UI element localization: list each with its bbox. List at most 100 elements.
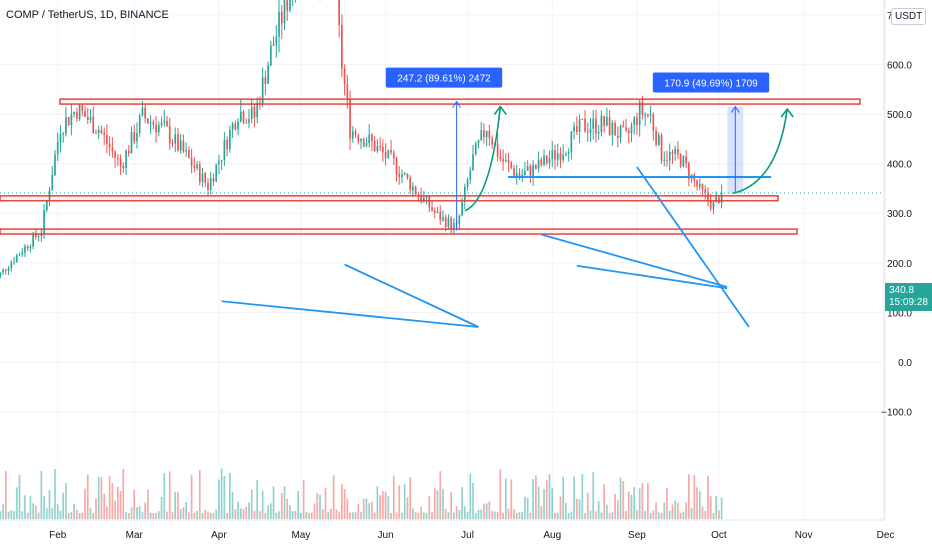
currency-badge[interactable]: USDT bbox=[891, 8, 927, 25]
candle-body bbox=[141, 107, 144, 116]
volume-bar bbox=[420, 506, 422, 519]
volume-bar bbox=[144, 502, 147, 519]
volume-bar bbox=[0, 511, 2, 519]
volume-bar bbox=[48, 489, 51, 519]
candle-body bbox=[78, 104, 81, 119]
time-tick-label: Jul bbox=[461, 530, 474, 541]
price-tick-label: −100.0 bbox=[881, 408, 912, 419]
time-axis[interactable]: Feb Mar Apr May Jun Jul Aug Sep Oct Nov Dec bbox=[49, 530, 894, 541]
volume-bar bbox=[365, 498, 368, 519]
volume-bar bbox=[688, 474, 690, 519]
candle-body bbox=[515, 173, 518, 176]
candle-body bbox=[502, 159, 504, 162]
candle-body bbox=[127, 150, 130, 154]
volume-bar bbox=[548, 474, 551, 519]
measure-arrow-head bbox=[730, 105, 740, 113]
candle-body bbox=[674, 148, 677, 154]
volume-bar bbox=[439, 471, 442, 519]
candle-body bbox=[84, 111, 86, 117]
volume-bar bbox=[92, 512, 95, 519]
volume-bar bbox=[379, 495, 381, 519]
volume-bar bbox=[250, 489, 253, 519]
volume-bar bbox=[690, 507, 693, 519]
volume-bar bbox=[535, 475, 537, 519]
price-tick-label: 600.0 bbox=[887, 60, 912, 71]
candle-body bbox=[584, 118, 586, 132]
volume-bar bbox=[62, 492, 65, 519]
volume-bar bbox=[267, 505, 269, 519]
volume-bar bbox=[545, 480, 548, 519]
candle-body bbox=[152, 122, 155, 125]
volume-bar bbox=[433, 488, 436, 519]
candle-body bbox=[70, 114, 73, 126]
volume-bar bbox=[373, 512, 376, 519]
volume-bar bbox=[332, 475, 335, 519]
candle-body bbox=[267, 65, 269, 84]
volume-bar bbox=[73, 503, 75, 519]
candle-body bbox=[649, 114, 652, 116]
volume-bar bbox=[362, 498, 365, 519]
candle-body bbox=[144, 107, 147, 119]
candle-body bbox=[97, 130, 100, 134]
candle-body bbox=[95, 132, 97, 134]
volume-bar bbox=[185, 501, 187, 519]
candle-body bbox=[595, 118, 597, 134]
candle-body bbox=[171, 143, 174, 145]
volume-bar bbox=[168, 471, 171, 519]
volume-bar bbox=[657, 512, 660, 519]
volume-bar bbox=[491, 510, 493, 519]
candle-body bbox=[76, 112, 78, 119]
candle-body bbox=[704, 189, 707, 193]
time-tick-label: Apr bbox=[211, 530, 227, 541]
price-candles bbox=[0, 0, 723, 279]
price-tick-label: 200.0 bbox=[887, 259, 912, 270]
candle-body bbox=[406, 173, 409, 178]
volume-bar bbox=[297, 490, 300, 519]
candle-body bbox=[379, 146, 381, 148]
candle-body bbox=[417, 194, 420, 196]
candle-body bbox=[166, 120, 168, 127]
volume-bar bbox=[341, 484, 343, 519]
candle-body bbox=[204, 173, 207, 183]
candle-body bbox=[616, 135, 619, 138]
candle-body bbox=[431, 207, 433, 211]
candle-body bbox=[627, 130, 630, 134]
candle-body bbox=[18, 254, 21, 256]
measure-arrow-head bbox=[452, 100, 462, 108]
volume-bar bbox=[584, 512, 586, 519]
volume-bar bbox=[409, 477, 412, 519]
volume-bar bbox=[179, 508, 182, 519]
candle-body bbox=[679, 154, 682, 167]
volume-bar bbox=[502, 512, 504, 519]
candle-body bbox=[701, 183, 704, 190]
candle-body bbox=[504, 159, 507, 162]
candle-body bbox=[606, 117, 608, 126]
volume-bar bbox=[466, 512, 469, 519]
candle-body bbox=[168, 126, 171, 144]
volume-bar bbox=[35, 505, 37, 519]
candle-body bbox=[280, 11, 283, 24]
candle-body bbox=[138, 115, 141, 133]
volume-bar bbox=[272, 486, 275, 519]
volume-bar bbox=[32, 503, 34, 519]
candle-body bbox=[592, 118, 595, 129]
candle-body bbox=[545, 155, 548, 164]
volume-bar bbox=[346, 498, 349, 519]
candle-body bbox=[272, 44, 275, 46]
candle-body bbox=[472, 154, 474, 171]
candle-body bbox=[182, 140, 185, 152]
candle-body bbox=[103, 132, 106, 135]
candle-body bbox=[368, 134, 371, 143]
candle-body bbox=[575, 126, 578, 133]
candle-body bbox=[436, 211, 439, 213]
volume-bar bbox=[633, 487, 636, 519]
resistance-zone bbox=[0, 195, 779, 202]
candle-body bbox=[130, 132, 133, 154]
candle-body bbox=[630, 125, 633, 134]
candle-body bbox=[442, 216, 444, 221]
candle-body bbox=[136, 132, 138, 142]
projection-arrow bbox=[732, 108, 789, 195]
candle-body bbox=[67, 117, 70, 126]
candle-body bbox=[603, 115, 606, 126]
